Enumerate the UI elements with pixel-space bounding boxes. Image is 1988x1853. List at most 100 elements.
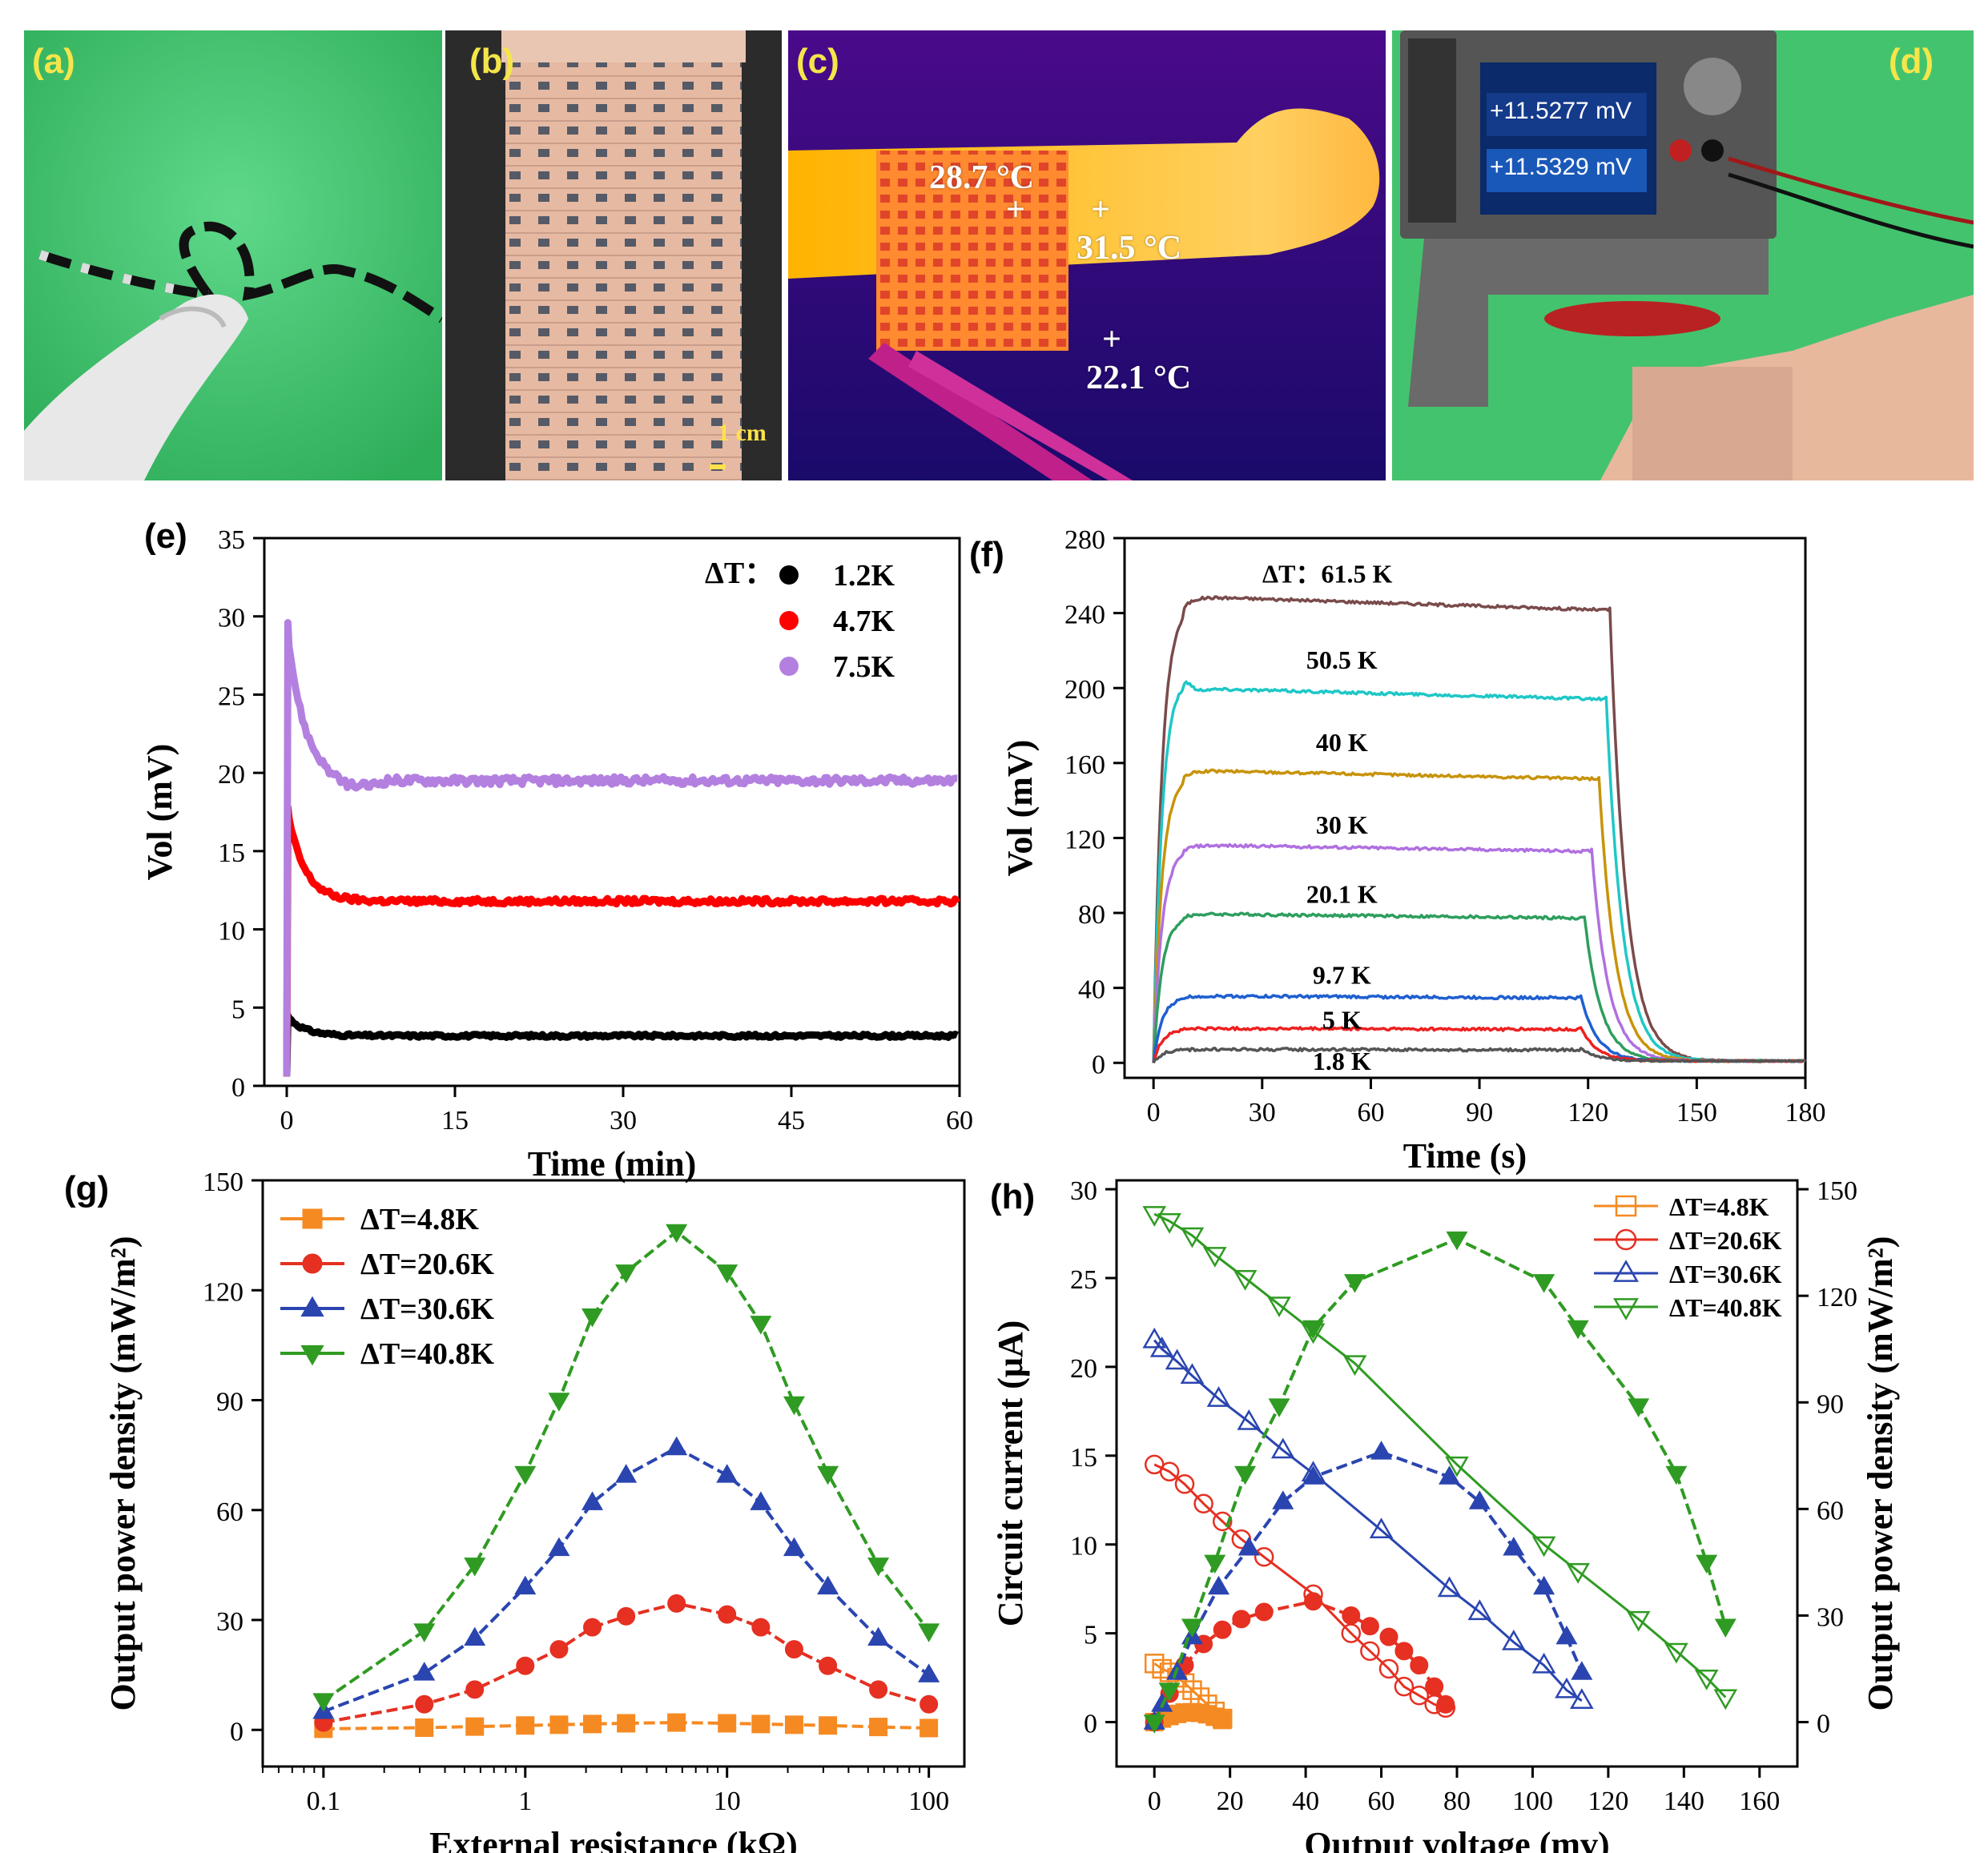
h-power-point <box>1181 1618 1203 1638</box>
g-data-point <box>920 1694 939 1714</box>
h-power-point <box>1370 1441 1393 1460</box>
f-series-label: 40 K <box>1316 728 1368 757</box>
h-current-point <box>1555 1677 1579 1698</box>
g-legend-marker <box>302 1208 323 1229</box>
e-series-line <box>283 1011 959 1077</box>
e-ytick-label: 25 <box>218 681 245 711</box>
crosshair-1: + <box>1006 191 1025 228</box>
h-ytick-label: 30 <box>1070 1176 1097 1206</box>
g-legend-label: ΔT=30.6K <box>360 1292 494 1326</box>
g-data-point <box>549 1715 569 1734</box>
h-current-point <box>1180 1227 1205 1248</box>
g-data-point <box>869 1680 888 1699</box>
g-data-point <box>817 1575 839 1595</box>
g-data-point <box>819 1716 838 1735</box>
f-series-label: 9.7 K <box>1313 960 1371 989</box>
h-current-point <box>1713 1689 1738 1710</box>
h-power-point <box>1268 1398 1290 1417</box>
f-series-label: 50.5 K <box>1306 645 1378 674</box>
h-legend-marker <box>1615 1195 1637 1217</box>
g-legend-label: ΔT=40.8K <box>360 1337 494 1371</box>
h-ytick-right-label: 60 <box>1817 1496 1844 1525</box>
h-power-point <box>1446 1231 1468 1251</box>
h-power-point <box>1158 1682 1181 1702</box>
photo-a-label: (a) <box>32 42 75 81</box>
h-legend-label: ΔT=30.6K <box>1669 1260 1782 1288</box>
g-data-point <box>465 1717 485 1736</box>
f-xtick-label: 60 <box>1357 1098 1384 1127</box>
g-data-point <box>869 1718 888 1737</box>
f-xtick-label: 180 <box>1785 1098 1826 1127</box>
h-xtick-label: 120 <box>1588 1787 1628 1816</box>
f-ytick-label: 40 <box>1078 975 1105 1005</box>
h-current-point <box>1165 1349 1189 1370</box>
h-current-point <box>1342 1355 1367 1377</box>
photo-b-label: (b) <box>469 42 515 81</box>
chart-g-label: (g) <box>64 1169 110 1208</box>
h-power-point <box>1234 1465 1257 1485</box>
h-xlabel: Output voltage (mv) <box>1304 1825 1609 1853</box>
h-current-point <box>1467 1599 1492 1621</box>
g-data-point <box>548 1393 570 1412</box>
h-power-point <box>1394 1642 1414 1661</box>
e-ytick-label: 30 <box>218 604 245 633</box>
h-power-point <box>1425 1677 1444 1696</box>
h-xtick-label: 140 <box>1664 1787 1704 1816</box>
g-data-point <box>783 1396 805 1416</box>
g-data-point <box>583 1618 602 1637</box>
g-data-point <box>464 1558 486 1577</box>
g-data-point <box>413 1623 436 1642</box>
h-xtick-label: 160 <box>1739 1787 1780 1816</box>
g-data-point <box>784 1640 803 1659</box>
h-legend-label: ΔT=40.8K <box>1669 1293 1782 1322</box>
g-data-point <box>516 1656 535 1675</box>
e-plot-frame <box>263 537 961 1087</box>
h-current-line <box>1153 1463 1447 1710</box>
g-data-point <box>514 1465 537 1485</box>
g-data-point <box>666 1436 688 1456</box>
h-current-point <box>1694 1670 1719 1690</box>
f-xtick-label: 120 <box>1567 1098 1608 1127</box>
g-legend-label: ΔT=4.8K <box>360 1203 479 1236</box>
h-ytick-label: 15 <box>1070 1443 1097 1473</box>
f-xtick-label: 150 <box>1676 1098 1717 1127</box>
g-xtick-label: 1 <box>518 1787 532 1816</box>
h-power-point <box>1204 1554 1226 1574</box>
g-series-line <box>323 1445 930 1714</box>
h-power-point <box>1302 1320 1325 1340</box>
g-legend-marker <box>302 1253 323 1274</box>
photo-d: +11.5277 mV +11.5329 mV (d) <box>1392 30 1974 480</box>
h-current-point <box>1626 1610 1651 1632</box>
h-power-point <box>1436 1694 1455 1714</box>
e-legend-label: 4.7K <box>833 605 895 638</box>
h-xtick-label: 100 <box>1512 1787 1553 1816</box>
h-current-point <box>1180 1363 1205 1385</box>
e-series-line <box>283 803 961 1077</box>
temp-skin: 31.5 °C <box>1076 230 1182 267</box>
h-power-point <box>1360 1617 1379 1636</box>
f-series-line <box>1152 680 1806 1063</box>
f-xtick-label: 0 <box>1147 1098 1161 1127</box>
h-xtick-label: 0 <box>1148 1787 1161 1816</box>
meter-reading-2: +11.5329 mV <box>1490 154 1632 180</box>
g-data-point <box>413 1662 436 1681</box>
e-ytick-label: 20 <box>218 760 245 790</box>
g-data-point <box>750 1316 772 1335</box>
f-xtick-label: 30 <box>1249 1098 1276 1127</box>
f-ytick-label: 280 <box>1064 525 1105 555</box>
g-data-point <box>918 1623 940 1642</box>
f-ylabel: Vol (mV) <box>1000 740 1040 877</box>
h-current-line <box>1153 1212 1727 1698</box>
h-current-point <box>1237 1409 1262 1430</box>
h-power-point <box>1533 1274 1555 1293</box>
g-xtick-label: 0.1 <box>307 1787 341 1816</box>
h-current-point <box>1157 1212 1181 1234</box>
g-data-point <box>667 1713 686 1732</box>
g-data-point <box>582 1491 604 1510</box>
f-ytick-label: 0 <box>1092 1050 1105 1079</box>
h-power-point <box>1237 1536 1260 1556</box>
h-current-point <box>1394 1676 1415 1697</box>
f-plot-frame <box>1123 537 1807 1079</box>
g-data-point <box>867 1558 890 1577</box>
photo-c-label: (c) <box>796 42 839 81</box>
